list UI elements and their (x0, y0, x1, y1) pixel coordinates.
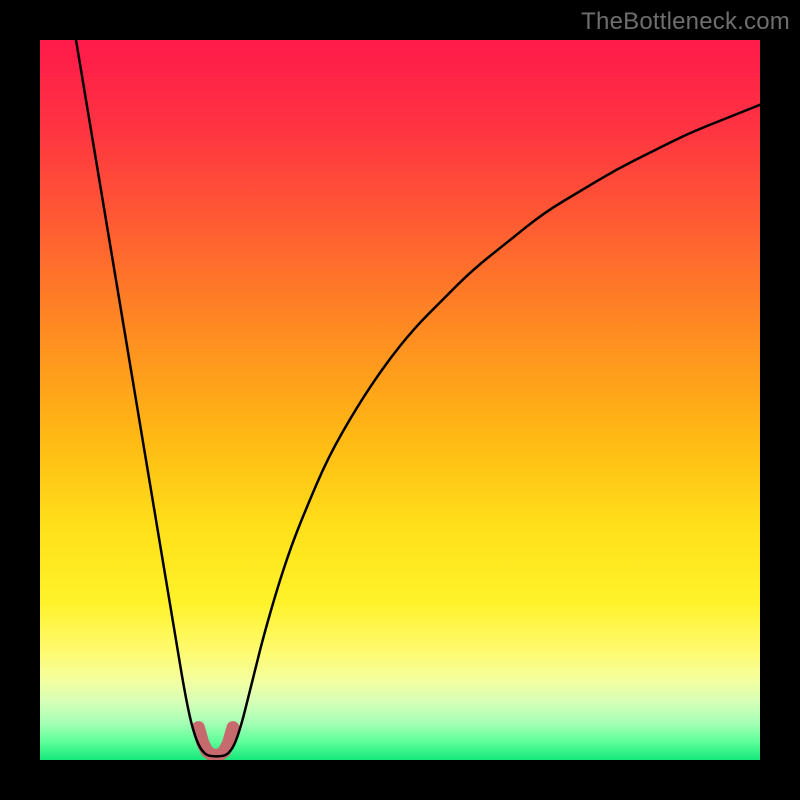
curve-overlay (40, 40, 760, 760)
watermark-text: TheBottleneck.com (581, 8, 790, 36)
bottleneck-curve (76, 40, 760, 756)
plot-area (40, 40, 760, 760)
chart-frame: TheBottleneck.com (0, 0, 800, 800)
